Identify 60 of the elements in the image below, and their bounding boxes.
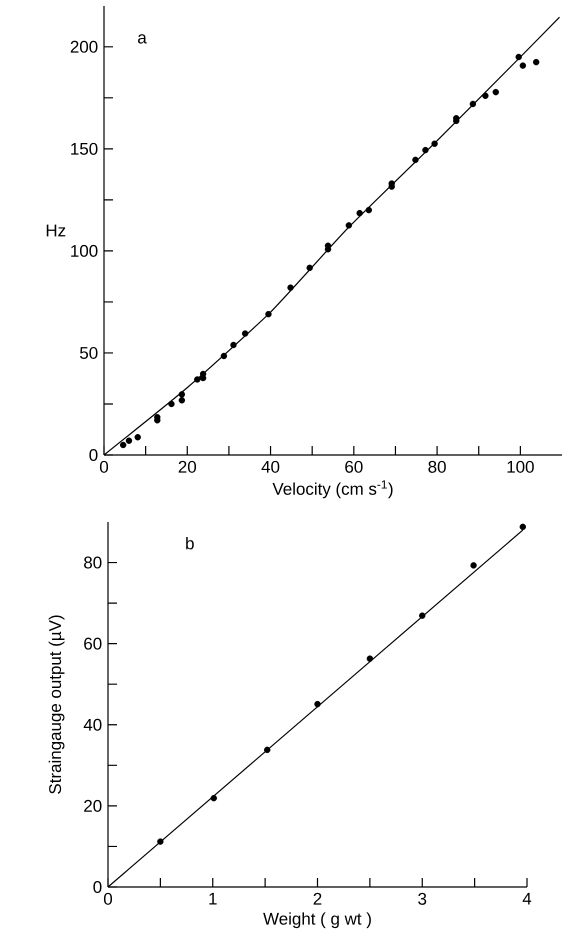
point [470,562,477,569]
point [422,146,429,154]
point [431,140,438,147]
point [470,100,476,108]
x-tick-label: 3 [418,892,426,905]
point [306,264,313,272]
point [134,434,141,440]
point [492,88,499,96]
point [366,655,374,662]
point [168,400,175,408]
point [419,612,426,619]
point [532,58,540,66]
point [356,210,363,216]
y-tick-label: 80 [84,556,102,569]
point [520,524,526,530]
point [220,352,228,360]
point [126,438,132,444]
point [264,746,270,754]
x-tick-label: 1 [209,892,217,904]
point [287,284,294,291]
x-tick-label: 80 [428,460,446,473]
x-tick-label: 4 [522,892,532,904]
point [482,92,489,99]
point [178,391,186,398]
point [412,156,419,164]
annotation: a [138,34,147,44]
y-tick-label: 20 [84,800,102,812]
y-axis-title: Hz [46,224,66,236]
y-tick-label: 150 [71,142,98,155]
y-tick-label: 0 [93,880,102,893]
y-tick-label: 100 [71,244,98,257]
point [194,376,200,383]
point [200,370,206,378]
point [516,54,522,60]
point [120,442,126,448]
point [265,310,272,318]
point [314,700,321,708]
y-tick-label: 200 [70,40,98,53]
y-tick-label: 60 [84,638,102,650]
x-tick-label: 60 [345,460,363,473]
point [346,222,352,229]
point [157,838,164,845]
y-tick-label: 50 [80,346,98,359]
y-axis-title: Straingauge output (µV) [48,615,64,794]
y-tick-label: 40 [84,718,102,731]
x-tick-label: 40 [262,460,280,473]
point [178,397,186,404]
annotation: b [186,536,194,550]
x-tick-label: 100 [508,460,534,473]
point [230,342,237,348]
point [520,62,526,69]
x-tick-label: 0 [104,892,112,905]
point [366,206,372,214]
y-tick-label: 0 [89,448,98,461]
point [210,794,217,802]
x-tick-label: 2 [314,892,322,905]
x-axis-title: Weight ( g wt ) [263,912,371,928]
x-tick-label: 20 [178,460,196,473]
point [242,330,248,337]
x-axis-title: Velocity (cm s$^{-1}$) [272,480,393,498]
